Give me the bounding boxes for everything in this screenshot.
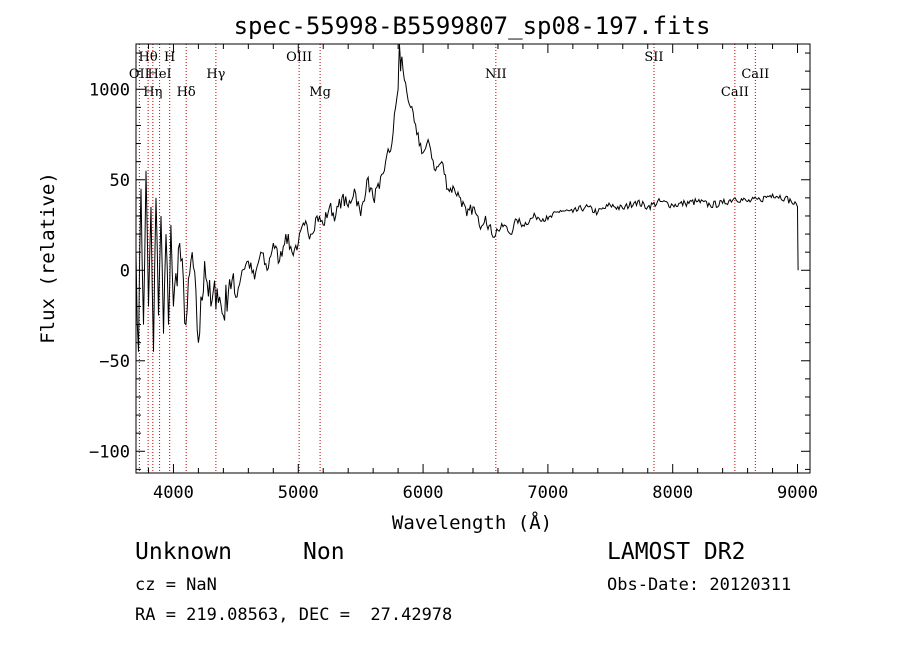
emission-line-label: Hγ [206,67,225,82]
spectrum-series-line [135,43,799,352]
emission-line-label: Hη [143,85,162,100]
y-tick-label: −50 [99,352,130,372]
emission-line-label: CaII [721,85,749,100]
emission-line-label: H [164,50,175,65]
survey-name: LAMOST DR2 [607,539,745,565]
emission-line-label: SII [644,50,663,65]
object-type: Unknown [135,539,232,565]
y-axis-ticks: −100 −50 0 50 1000 [89,52,810,470]
y-tick-label: 0 [120,261,130,281]
x-tick-label: 9000 [777,483,818,503]
observation-date: Obs-Date: 20120311 [607,575,791,595]
x-axis-ticks: 4000 5000 6000 7000 8000 9000 [147,44,818,503]
x-tick-label: 4000 [153,483,194,503]
emission-line-label: OII [129,67,150,82]
x-tick-label: 7000 [527,483,568,503]
x-axis-label: Wavelength (Å) [392,511,552,534]
y-tick-label: −100 [89,442,130,462]
y-tick-label: 1000 [89,80,130,100]
emission-line-label: HeI [148,67,172,82]
redshift-cz: cz = NaN [135,575,217,595]
y-tick-label: 50 [110,171,130,191]
x-tick-label: 6000 [403,483,444,503]
x-tick-label: 8000 [652,483,693,503]
plot-frame [135,43,811,474]
coordinates: RA = 219.08563, DEC = 27.42978 [135,605,452,625]
emission-line-markers [138,44,756,473]
emission-line-label: Hδ [177,85,196,100]
y-axis-label: Flux (relative) [37,172,59,344]
chart-title: spec-55998-B5599807_sp08-197.fits [234,12,711,40]
object-subclass: Non [303,539,345,565]
emission-line-label: CaII [741,67,769,82]
emission-line-label: OIII [286,50,312,65]
emission-line-label: Hθ [139,50,158,65]
emission-line-label: NII [485,67,507,82]
emission-line-label: Mg [309,85,331,100]
x-tick-label: 5000 [278,483,319,503]
